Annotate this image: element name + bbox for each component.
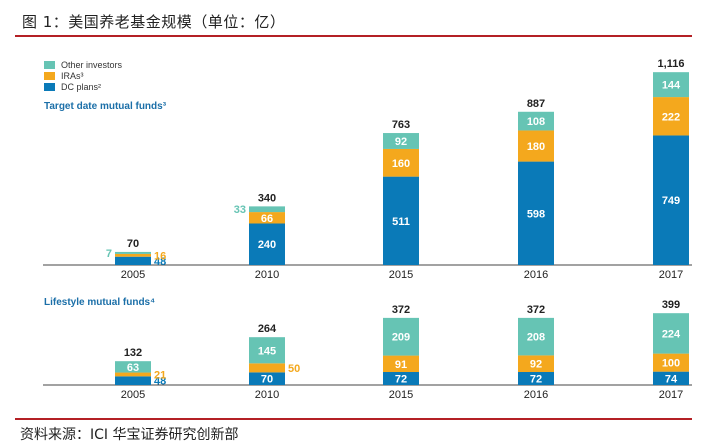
bar-segment-iras-2017-p0: [653, 97, 689, 136]
bar-segment-iras-2017-p1: [653, 353, 689, 372]
segment-label-iras-2016-p1: 92: [530, 359, 542, 371]
segment-label-other-2016-p0: 108: [527, 116, 545, 128]
legend-item-dc: DC plans²: [44, 81, 122, 92]
legend-swatch-dc: [44, 82, 55, 91]
bar-segment-dc-2017-p0: [653, 135, 689, 265]
x-tick-label-2015-p0: 2015: [389, 269, 413, 281]
bar-segment-iras-2015-p1: [383, 355, 419, 373]
legend-label-dc: DC plans²: [61, 81, 102, 92]
segment-label-dc-2017-p1: 74: [665, 373, 678, 385]
bar-segment-other-2005-p1: [115, 361, 151, 373]
x-tick-label-2016-p0: 2016: [524, 269, 548, 281]
total-label-2015-p0: 763: [392, 119, 410, 131]
bar-segment-other-2016-p1: [518, 317, 554, 356]
x-tick-label-2010-p0: 2010: [255, 269, 279, 281]
segment-label-iras-2016-p0: 180: [527, 141, 545, 153]
figure-title: 图 1：美国养老基金规模（单位：亿）: [22, 13, 286, 31]
segment-label-iras-2015-p0: 160: [392, 158, 410, 170]
segment-label-iras-2010-p1: 50: [288, 363, 300, 375]
x-tick-label-2010-p1: 2010: [255, 389, 279, 401]
segment-label-dc-2017-p0: 749: [662, 195, 680, 207]
total-label-2005-p1: 132: [124, 347, 142, 359]
bar-segment-other-2015-p1: [383, 317, 419, 356]
segment-label-iras-2015-p1: 91: [395, 359, 407, 371]
segment-label-iras-2017-p0: 222: [662, 111, 680, 123]
segment-label-dc-2010-p0: 240: [258, 239, 276, 251]
segment-label-other-2010-p0: 33: [234, 204, 246, 216]
total-label-2005-p0: 70: [127, 238, 139, 250]
bar-segment-dc-2015-p0: [383, 176, 419, 265]
bar-segment-other-2010-p0: [249, 206, 285, 213]
legend-swatch-other: [44, 60, 55, 69]
segment-label-dc-2005-p1: 48: [154, 376, 166, 388]
source-note: 资料来源：ICI 华宝证券研究创新部: [20, 427, 239, 443]
total-label-2017-p1: 399: [662, 299, 680, 311]
segment-label-dc-2005-p0: 48: [154, 256, 166, 268]
segment-label-dc-2016-p0: 598: [527, 208, 545, 220]
panel-title-1: Lifestyle mutual funds⁴: [44, 297, 155, 308]
bar-segment-dc-2005-p1: [115, 376, 151, 385]
legend-item-other: Other investors: [44, 59, 122, 70]
segment-label-other-2017-p1: 224: [662, 328, 681, 340]
panel-title-0: Target date mutual funds³: [44, 101, 167, 112]
bar-segment-iras-2005-p1: [115, 372, 151, 377]
total-label-2015-p1: 372: [392, 304, 410, 316]
legend-label-other: Other investors: [61, 59, 123, 70]
x-tick-label-2015-p1: 2015: [389, 389, 413, 401]
bar-segment-other-2017-p0: [653, 72, 689, 98]
bar-segment-dc-2015-p1: [383, 372, 419, 385]
bar-segment-dc-2017-p1: [653, 371, 689, 385]
top-rule: [15, 35, 692, 37]
total-label-2017-p0: 1,116: [658, 58, 685, 70]
bar-segment-other-2010-p1: [249, 337, 285, 364]
legend-label-iras: IRAs³: [61, 70, 84, 81]
bar-segment-other-2017-p1: [653, 313, 689, 354]
segment-label-other-2005-p1: 63: [127, 362, 139, 374]
legend-swatch-iras: [44, 71, 55, 80]
total-label-2016-p1: 372: [527, 304, 545, 316]
segment-label-dc-2015-p1: 72: [395, 374, 407, 386]
bar-segment-iras-2016-p0: [518, 130, 554, 162]
x-tick-label-2005-p0: 2005: [121, 269, 145, 281]
bottom-rule: [15, 418, 692, 420]
segment-label-other-2010-p1: 145: [258, 345, 276, 357]
total-label-2010-p0: 340: [258, 192, 276, 204]
segment-label-iras-2010-p0: 66: [261, 213, 273, 225]
bar-segment-other-2005-p0: [115, 251, 151, 254]
total-label-2010-p1: 264: [258, 323, 277, 335]
total-label-2016-p0: 887: [527, 98, 545, 110]
segment-label-iras-2005-p1: 21: [154, 369, 166, 381]
segment-label-dc-2015-p0: 511: [392, 216, 410, 228]
chart-legend: Other investors IRAs³ DC plans²: [44, 59, 122, 92]
bar-segment-dc-2016-p1: [518, 372, 554, 385]
bar-segment-iras-2016-p1: [518, 355, 554, 373]
bar-segment-iras-2010-p1: [249, 363, 285, 373]
segment-label-other-2015-p1: 209: [392, 332, 410, 344]
segment-label-other-2015-p0: 92: [395, 136, 407, 148]
segment-label-iras-2017-p1: 100: [662, 358, 680, 370]
x-tick-label-2005-p1: 2005: [121, 389, 145, 401]
segment-label-iras-2005-p0: 16: [154, 250, 166, 262]
legend-item-iras: IRAs³: [44, 70, 122, 81]
bar-segment-dc-2016-p0: [518, 161, 554, 265]
bar-segment-iras-2015-p0: [383, 148, 419, 177]
bar-segment-other-2015-p0: [383, 133, 419, 149]
segment-label-dc-2016-p1: 72: [530, 374, 542, 386]
bar-segment-iras-2005-p0: [115, 253, 151, 257]
x-tick-label-2017-p0: 2017: [659, 269, 683, 281]
bar-segment-other-2016-p0: [518, 111, 554, 131]
segment-label-other-2005-p0: 7: [106, 248, 112, 260]
bar-segment-iras-2010-p0: [249, 212, 285, 224]
segment-label-other-2017-p0: 144: [662, 80, 681, 92]
bar-segment-dc-2010-p0: [249, 223, 285, 265]
x-tick-label-2017-p1: 2017: [659, 389, 683, 401]
segment-label-dc-2010-p1: 70: [261, 374, 273, 386]
bar-segment-dc-2005-p0: [115, 256, 151, 265]
x-tick-label-2016-p1: 2016: [524, 389, 548, 401]
segment-label-other-2016-p1: 208: [527, 332, 545, 344]
bar-segment-dc-2010-p1: [249, 372, 285, 385]
